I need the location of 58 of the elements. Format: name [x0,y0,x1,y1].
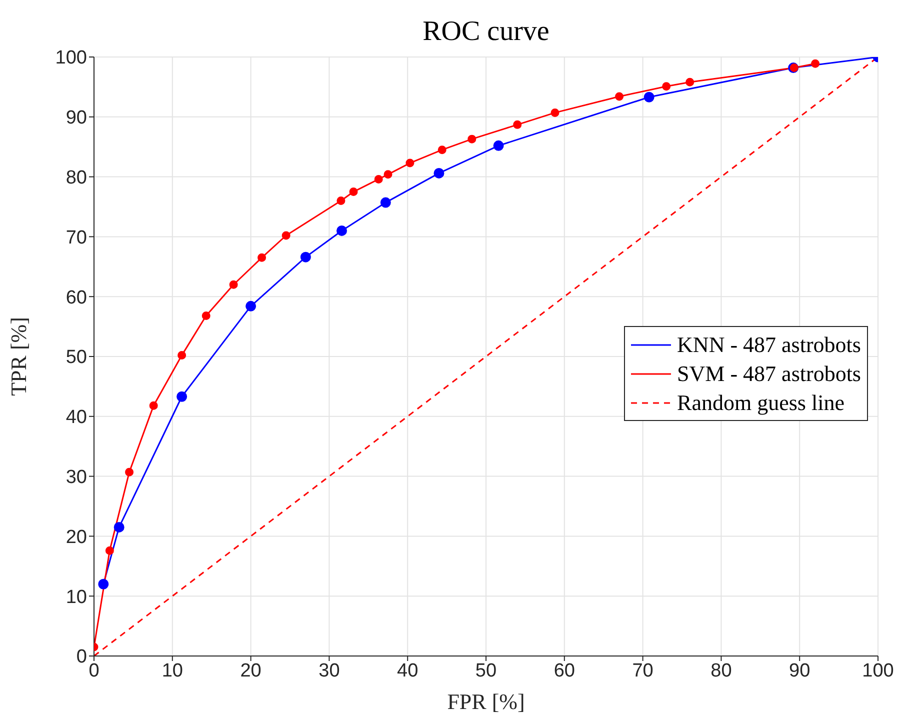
legend-label: SVM - 487 astrobots [677,360,861,388]
point [493,140,504,151]
point [550,108,560,117]
point [149,401,158,410]
x-tick-label: 50 [475,660,497,682]
point [406,158,414,168]
point [178,351,186,360]
point [384,170,392,179]
y-tick-label: 0 [76,646,87,668]
point [349,188,358,196]
y-tick-label: 100 [55,48,87,69]
point [615,92,624,101]
x-tick-label: 80 [710,660,732,682]
x-tick-label: 20 [240,660,262,682]
point [282,231,290,240]
point [98,578,109,590]
y-tick-label: 50 [66,347,87,368]
x-tick-label: 90 [789,660,810,682]
y-tick-label: 60 [66,287,87,308]
y-tick-label: 20 [66,526,87,548]
point [686,78,694,86]
y-tick-label: 30 [66,467,87,488]
y-tick-label: 40 [66,407,87,428]
point [468,134,476,144]
x-tick-label: 40 [397,660,418,682]
point [300,252,311,262]
point [114,522,124,532]
point [513,120,522,129]
point [258,253,266,262]
point [229,280,238,289]
y-tick-label: 90 [66,108,87,129]
point [380,197,391,208]
point [811,59,820,68]
x-tick-label: 60 [554,660,575,682]
point [644,92,654,102]
y-tick-label: 80 [66,168,87,189]
y-tick-label: 70 [66,227,87,248]
legend-label: Random guess line [677,389,844,417]
point [125,468,134,476]
x-tick-label: 30 [318,660,340,682]
point [176,391,188,402]
point [336,196,346,206]
x-tick-label: 70 [632,660,654,682]
x-axis-title: FPR [%] [447,689,525,714]
point [374,174,383,184]
x-tick-label: 10 [162,660,183,682]
y-axis-title: TPR [%] [6,317,31,396]
point [105,546,114,555]
point [434,168,444,178]
point [202,312,210,320]
x-tick-label: 100 [862,660,894,682]
point [438,146,446,154]
legend-label: KNN - 487 astrobots [677,331,861,359]
y-tick-label: 10 [66,586,87,608]
point [336,225,347,236]
point [662,82,671,91]
chart-title: ROC curve [422,16,550,48]
point [246,300,256,312]
